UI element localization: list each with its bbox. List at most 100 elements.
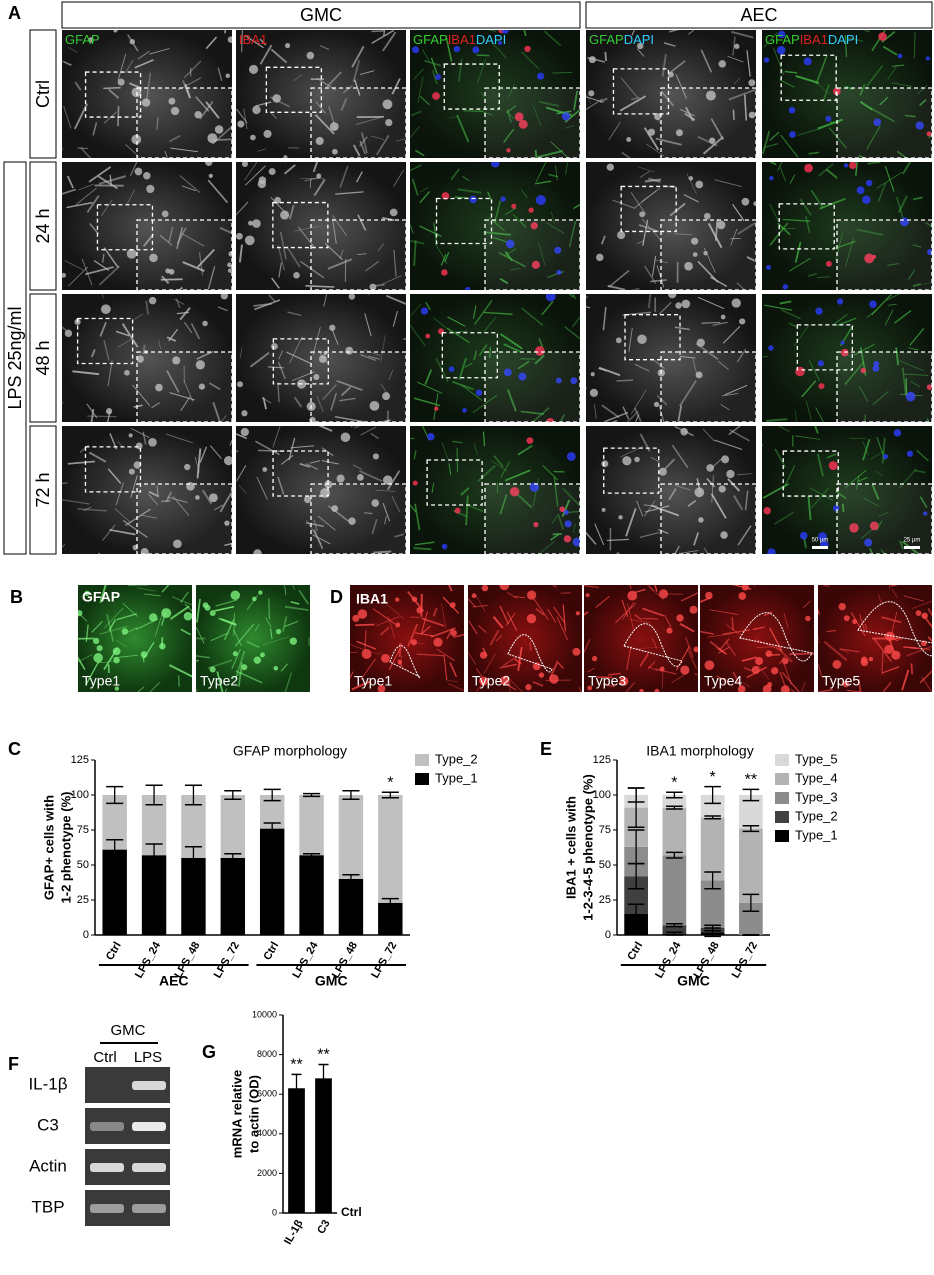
cell-process (350, 671, 354, 679)
micrograph-bg (236, 30, 406, 158)
cell-process (907, 347, 920, 351)
cell-process (448, 116, 457, 119)
cell-body (926, 384, 932, 390)
cell-process (394, 533, 405, 538)
cell-process (712, 321, 728, 326)
cell-process (509, 681, 511, 692)
cell-body (925, 56, 930, 61)
cell-process (718, 638, 730, 651)
cell-body (227, 36, 232, 43)
cell-body (705, 591, 713, 600)
cell-process (630, 192, 647, 215)
cell-body (161, 608, 172, 619)
cell-process (769, 203, 780, 222)
inset-outline (76, 317, 134, 365)
cell-process (651, 255, 657, 277)
cell-process (684, 637, 694, 658)
row-label: Ctrl (33, 80, 53, 108)
cell-process (737, 525, 752, 546)
cell-body (530, 222, 538, 230)
cell-process (828, 127, 847, 149)
cell-process (196, 448, 202, 479)
cell-body (805, 615, 811, 622)
cell-body (789, 131, 796, 138)
cell-body (62, 272, 67, 278)
cell-body (248, 220, 253, 226)
micrograph (78, 585, 192, 692)
cell-process (430, 57, 438, 75)
cell-body (241, 664, 248, 671)
bar-segment (700, 880, 725, 928)
cell-body (782, 284, 789, 290)
micrograph (586, 426, 756, 554)
inset-zoom (484, 219, 581, 291)
cell-body (862, 195, 871, 204)
cell-process (514, 658, 522, 665)
row-box (29, 425, 57, 555)
cell-process (321, 460, 339, 465)
cell-process (571, 315, 580, 328)
cell-process (595, 595, 610, 609)
micrograph (236, 294, 406, 422)
cell-process (175, 298, 181, 309)
cell-process (74, 81, 82, 91)
cell-process (293, 396, 303, 408)
cell-body (170, 106, 180, 116)
inset-outline (265, 66, 323, 113)
cell-body (475, 389, 483, 396)
cell-process (145, 585, 147, 586)
cell-body (140, 548, 149, 554)
micrograph (62, 30, 232, 158)
cell-body (272, 94, 281, 103)
cell-process (62, 188, 77, 195)
cell-process (808, 151, 820, 155)
cell-process (856, 475, 860, 490)
cell-process (352, 144, 361, 157)
cell-process (899, 360, 925, 372)
cell-body (268, 168, 276, 176)
cell-process (500, 461, 511, 478)
channel-name: IBA1 (448, 32, 476, 47)
cell-body (705, 90, 716, 101)
cell-process (697, 296, 725, 310)
cell-body (412, 480, 418, 486)
cell-process (284, 605, 309, 611)
cell-process (477, 464, 496, 483)
cell-body (818, 383, 825, 390)
cell-process (280, 663, 288, 672)
cell-process (125, 508, 151, 526)
legend-swatch (415, 773, 429, 785)
cell-process (492, 616, 504, 629)
cell-process (903, 373, 929, 376)
cell-process (889, 585, 891, 589)
cell-body (340, 432, 351, 443)
cell-body (352, 614, 360, 622)
cell-process (625, 645, 632, 671)
cell-process (742, 682, 751, 688)
cell-process (103, 339, 110, 361)
cell-body (658, 467, 667, 476)
cell-body (172, 356, 181, 365)
cell-process (552, 72, 573, 74)
cell-body (873, 360, 880, 367)
cell-process (321, 447, 334, 457)
cell-body (766, 264, 772, 270)
lane-label: LPS (134, 1049, 162, 1066)
cell-process (167, 496, 188, 504)
micrograph (236, 426, 406, 554)
cell-process (732, 203, 745, 222)
cell-process (872, 390, 889, 406)
cell-body (518, 119, 528, 129)
cell-process (410, 239, 425, 245)
cell-process (331, 328, 339, 345)
cell-process (278, 350, 284, 360)
cell-body (659, 666, 665, 672)
inset-zoom (310, 87, 407, 159)
cell-process (487, 30, 497, 33)
cell-body (676, 614, 684, 622)
cell-process (543, 30, 562, 47)
cell-process (332, 215, 348, 237)
inset-outline (796, 324, 853, 371)
micrograph (410, 162, 580, 290)
micrograph (410, 30, 580, 158)
